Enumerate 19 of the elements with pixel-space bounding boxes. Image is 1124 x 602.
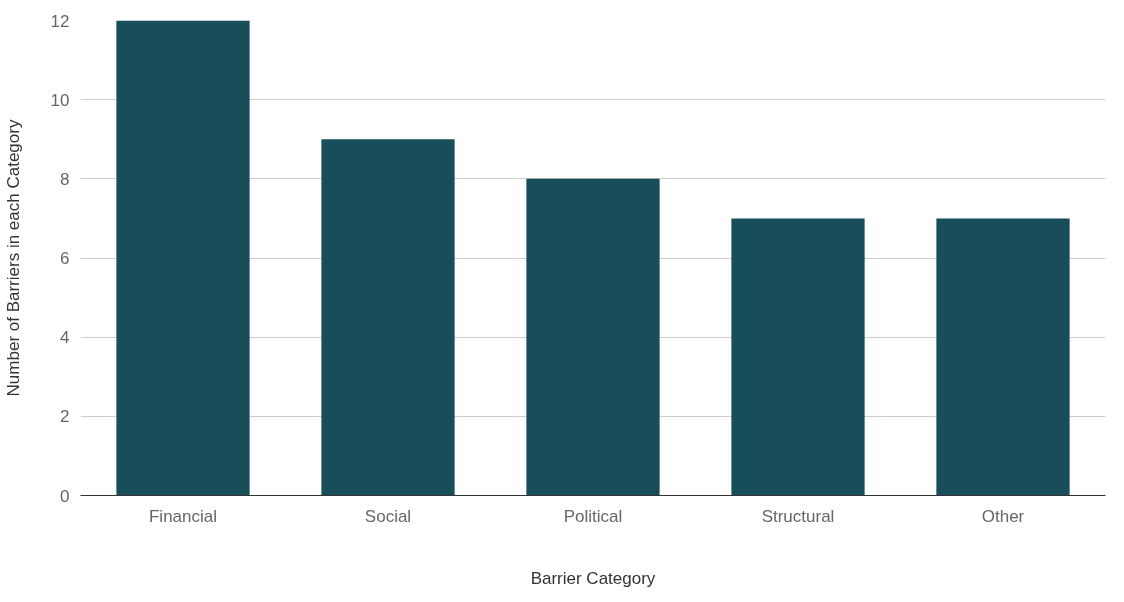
bar bbox=[526, 178, 660, 496]
x-tick-label: Social bbox=[364, 506, 412, 526]
y-axis-title: Number of Barriers in each Category bbox=[3, 119, 23, 397]
y-tick-label: 6 bbox=[60, 249, 70, 268]
x-tick-label: Political bbox=[563, 506, 623, 526]
x-tick-label: Other bbox=[981, 506, 1025, 526]
bar bbox=[116, 20, 250, 496]
x-tick-label: Financial bbox=[148, 506, 218, 526]
x-axis-title: Barrier Category bbox=[530, 568, 656, 588]
y-tick-label: 0 bbox=[60, 486, 70, 506]
y-tick-label: 10 bbox=[50, 90, 70, 110]
bar bbox=[321, 139, 455, 496]
x-tick-label: Structural bbox=[761, 506, 835, 526]
bar bbox=[936, 218, 1070, 496]
y-tick-label: 2 bbox=[60, 407, 70, 427]
y-tick-label: 8 bbox=[60, 169, 70, 189]
y-tick-label: 12 bbox=[50, 11, 70, 31]
y-tick-label: 4 bbox=[60, 328, 70, 348]
bar bbox=[731, 218, 865, 496]
